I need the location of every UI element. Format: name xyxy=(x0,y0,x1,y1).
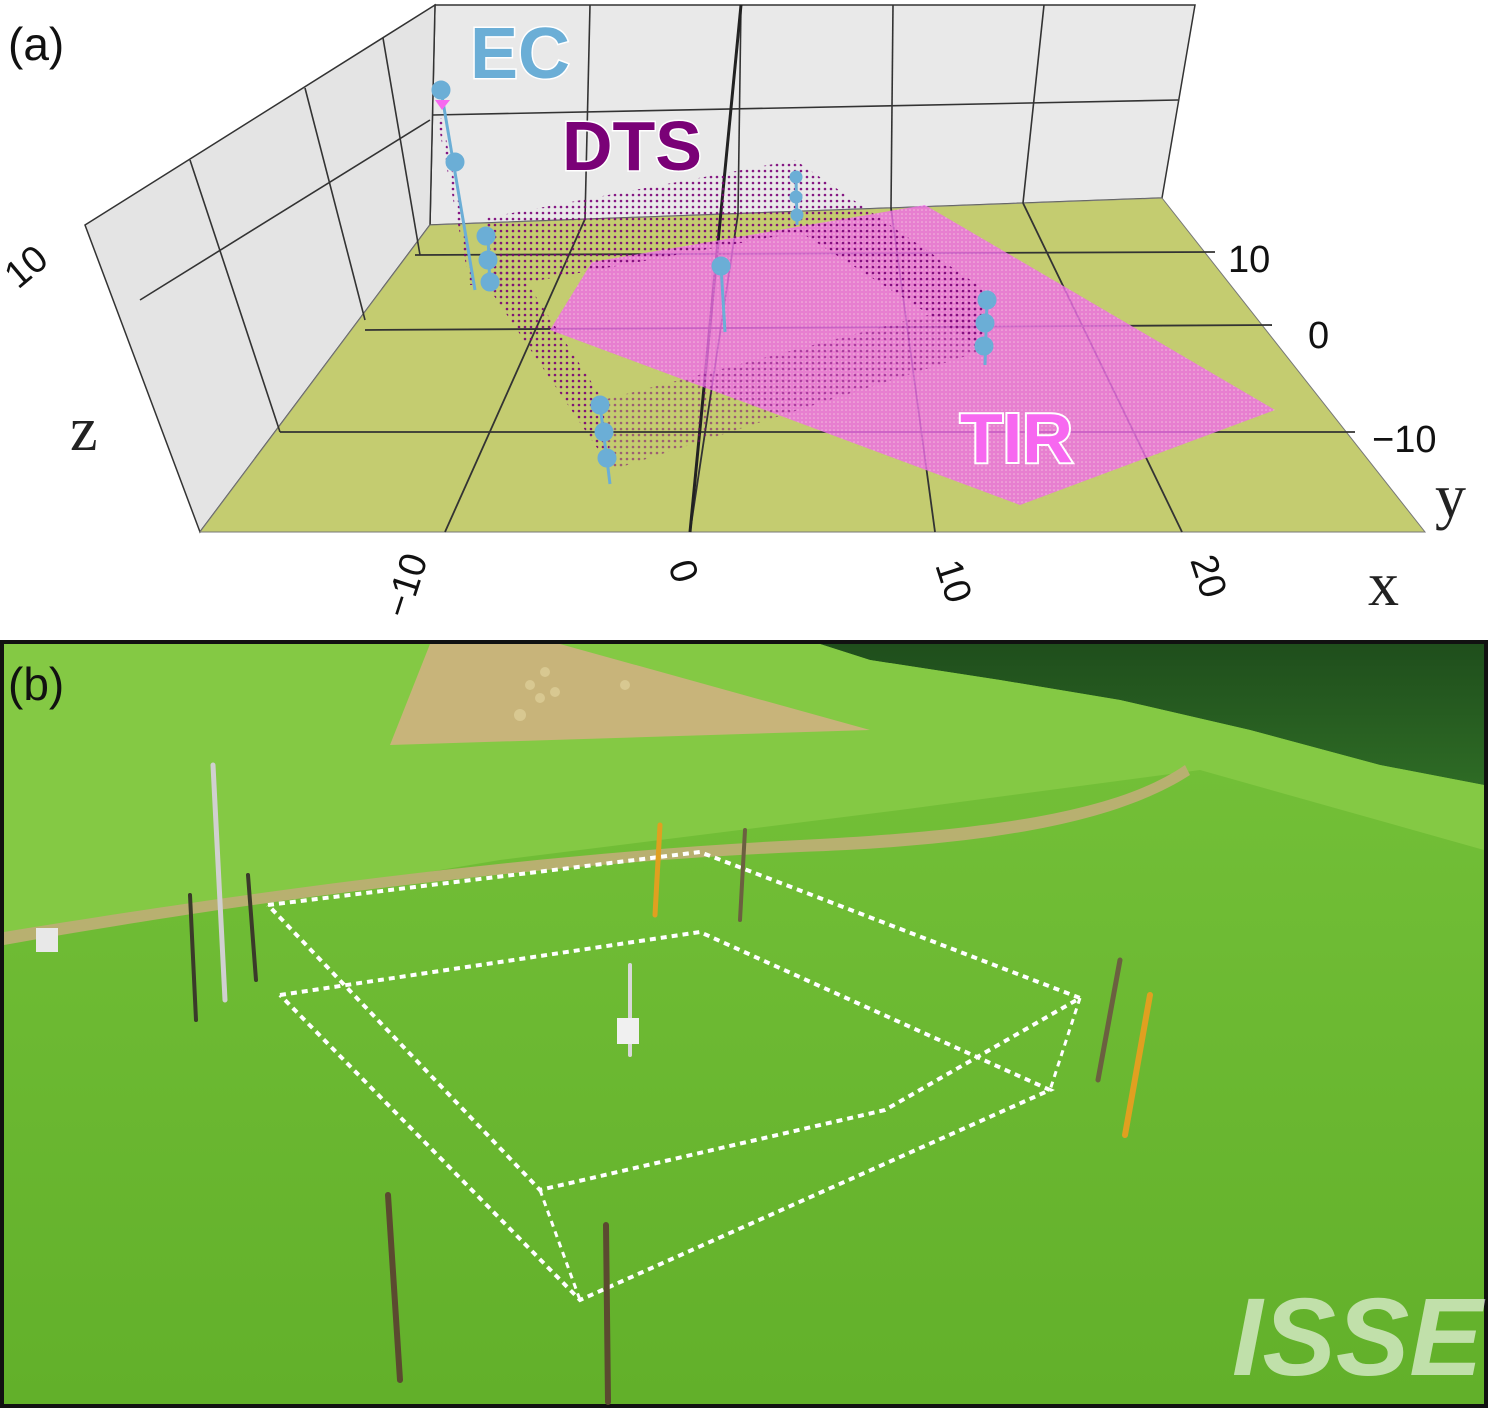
panel-a-3d-diagram: (a) EC DTS TIR z y x 10 10 0 −10 −10 0 1… xyxy=(0,3,1466,623)
x-tick-minus10: −10 xyxy=(377,548,437,622)
x-axis-title: x xyxy=(1368,551,1399,619)
left-wall-grid xyxy=(139,37,431,433)
y-tick-minus10: −10 xyxy=(1372,419,1436,461)
dts-right-fence xyxy=(795,160,985,350)
dts-frame-vertical-1 xyxy=(538,1189,582,1301)
panel-b-label: (b) xyxy=(8,658,64,710)
dts-frame-vertical-2 xyxy=(1048,997,1082,1091)
panel-b-aerial-photo: (b) ISSE xyxy=(0,640,1488,1408)
x-tick-0: 0 xyxy=(659,555,705,588)
legend-dts: DTS xyxy=(562,107,702,185)
x-tick-20: 20 xyxy=(1181,550,1234,603)
panel-a-label: (a) xyxy=(8,18,64,70)
isse-logo: ISSE xyxy=(1232,1276,1486,1399)
legend-ec: EC xyxy=(470,14,570,94)
dts-inner-frame xyxy=(278,929,1055,1303)
x-tick-10: 10 xyxy=(926,555,979,608)
hay-field xyxy=(390,644,870,745)
upper-meadow xyxy=(4,644,1484,940)
forest xyxy=(820,644,1484,785)
sensor-box xyxy=(36,928,58,952)
hay-bales xyxy=(514,667,630,721)
center-station xyxy=(617,1018,639,1044)
poles xyxy=(188,762,1153,1405)
y-axis-title: y xyxy=(1435,463,1466,531)
dts-back-fence xyxy=(485,160,800,290)
dts-front-fence xyxy=(603,300,985,470)
y-tick-10: 10 xyxy=(1228,239,1270,281)
dirt-track xyxy=(4,765,1190,945)
legend-tir: TIR xyxy=(960,399,1073,477)
dts-left-fence xyxy=(485,218,612,470)
z-tick-10: 10 xyxy=(0,238,56,297)
z-axis-title: z xyxy=(70,396,98,464)
dts-fences xyxy=(437,118,985,470)
ec-sensors xyxy=(431,80,997,485)
y-tick-0: 0 xyxy=(1308,315,1329,357)
dts-outer-frame xyxy=(266,849,1085,1193)
